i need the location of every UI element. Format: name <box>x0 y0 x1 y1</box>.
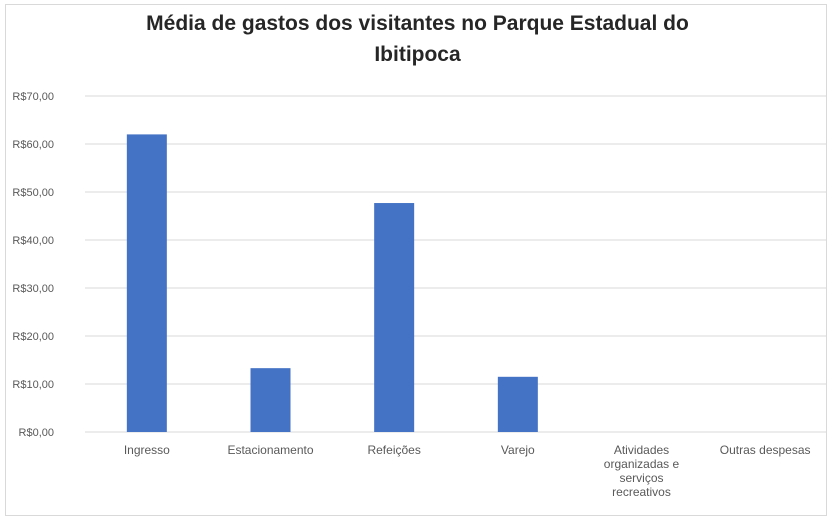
chart-title: Média de gastos dos visitantes no Parque… <box>0 8 835 70</box>
x-tick-label: Refeições <box>367 443 420 457</box>
y-tick-label: R$30,00 <box>12 283 54 295</box>
bar <box>497 376 538 432</box>
x-tick-label: Varejo <box>501 443 535 457</box>
y-tick-label: R$60,00 <box>12 139 54 151</box>
y-tick-label: R$40,00 <box>12 235 54 247</box>
x-tick-label: Atividades organizadas e serviços recreativ… <box>604 443 680 499</box>
y-tick-label: R$0,00 <box>19 427 54 439</box>
bar <box>374 203 415 432</box>
y-tick-label: R$50,00 <box>12 187 54 199</box>
x-tick-label: Ingresso <box>124 443 170 457</box>
x-tick-label: Outras despesas <box>720 443 811 457</box>
y-tick-label: R$10,00 <box>12 379 54 391</box>
bar <box>126 134 167 432</box>
y-tick-label: R$20,00 <box>12 331 54 343</box>
bar <box>250 368 291 432</box>
y-tick-label: R$70,00 <box>12 91 54 103</box>
chart-title-line-2: Ibitipoca <box>374 43 461 66</box>
chart-title-line-1: Média de gastos dos visitantes no Parque… <box>146 12 689 35</box>
x-tick-label: Estacionamento <box>227 443 313 457</box>
